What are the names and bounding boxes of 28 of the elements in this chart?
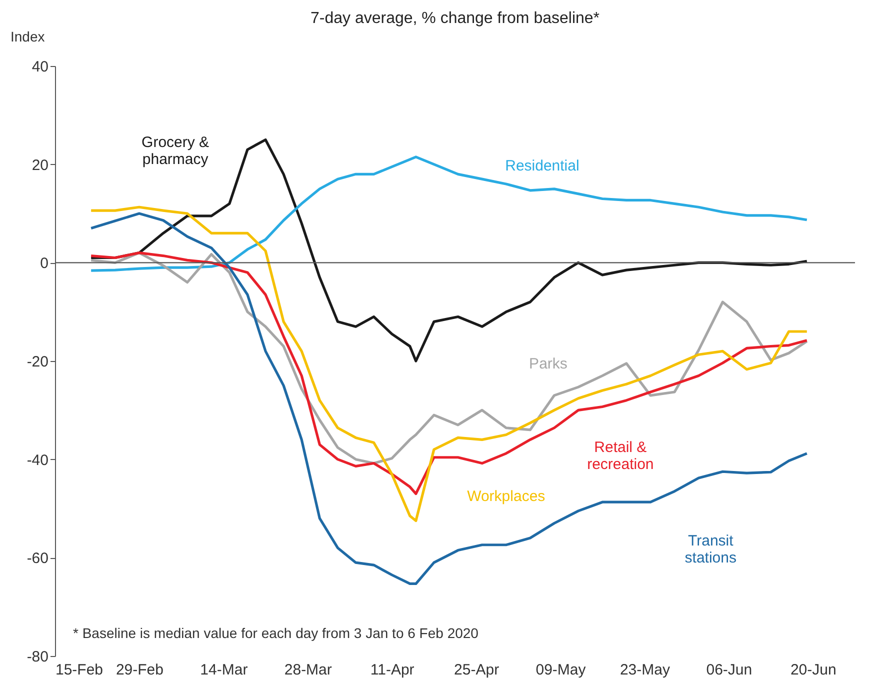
y-tick-label: -20	[26, 354, 48, 370]
y-tick-label: 20	[32, 156, 48, 174]
y-tick-label: -80	[26, 648, 48, 666]
line-series	[90, 212, 808, 586]
x-tick-label: 15-Feb	[56, 662, 104, 678]
x-tick-label: 14-Mar	[200, 662, 248, 678]
chart-title: 7-day average, % change from baseline*	[310, 10, 600, 27]
x-tick-label: 20-Jun	[790, 662, 836, 678]
series-label: Retail & recreation	[587, 439, 654, 474]
y-tick-label: 40	[32, 58, 48, 76]
series-label: Residential	[505, 157, 580, 174]
x-tick-label: 06-Jun	[706, 662, 752, 678]
x-tick-label: 09-May	[536, 662, 586, 678]
y-axis-title: Index	[10, 28, 45, 44]
line-series	[90, 206, 808, 522]
text: Transit stations	[684, 532, 736, 566]
x-tick-label: 11-Apr	[370, 662, 414, 678]
y-tick-label: 0	[40, 255, 48, 272]
x-tick-label: 28-Mar	[284, 662, 332, 678]
series-label: Parks	[529, 355, 568, 372]
annotation: * Baseline is median value for each day from 3 Jan to 6 Feb 2020	[73, 625, 479, 641]
y-tick-label: -60	[26, 550, 48, 568]
x-tick-label: 23-May	[620, 662, 670, 678]
y-tick-label: -40	[26, 452, 48, 469]
text: Grocery & pharmacy	[142, 134, 210, 168]
x-tick-label: 29-Feb	[116, 662, 164, 678]
x-tick-label: 25-Apr	[454, 662, 500, 678]
text: Workplaces	[467, 488, 546, 506]
